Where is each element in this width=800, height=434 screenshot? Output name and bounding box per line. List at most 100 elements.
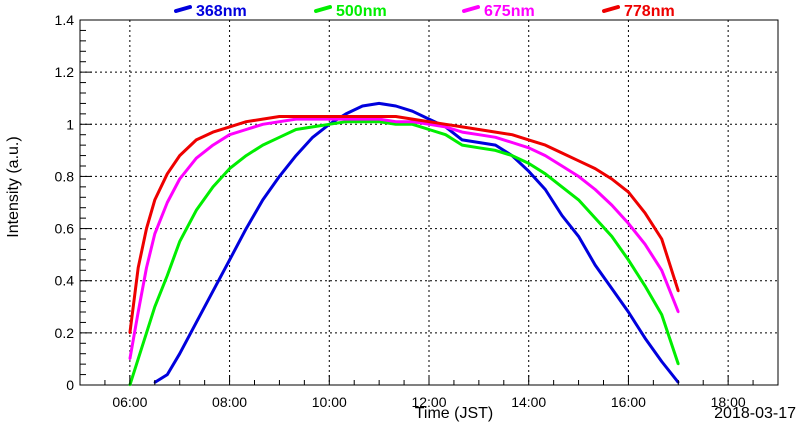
data-point (477, 133, 481, 136)
data-point (245, 120, 248, 123)
data-point (137, 357, 140, 361)
axis-ticks: 06:00 08:00 10:00 12:00 14:00 16:00 18:00 0 0.2 0… (55, 12, 779, 410)
y-tick-label: 1.4 (55, 12, 75, 28)
data-point (527, 162, 530, 165)
data-point (137, 266, 140, 269)
legend-label: 368nm (196, 3, 247, 20)
data-point (344, 112, 348, 116)
data-point (294, 128, 298, 131)
data-point (527, 170, 530, 173)
data-point (427, 128, 431, 131)
data-point (394, 120, 397, 123)
data-point (444, 125, 447, 129)
data-point (128, 331, 132, 335)
data-point (510, 133, 514, 136)
data-point (211, 185, 215, 189)
x-tick-label: 10:00 (312, 394, 347, 410)
legend-swatch (462, 5, 480, 13)
data-point (610, 177, 613, 181)
data-point (128, 357, 132, 361)
data-point (660, 237, 663, 241)
data-point (444, 123, 447, 126)
x-axis-label: Time (JST) (415, 405, 494, 422)
legend-swatch (174, 5, 192, 13)
data-point (178, 177, 181, 181)
data-point (560, 151, 564, 155)
data-point (677, 289, 680, 293)
data-point (660, 360, 663, 363)
data-point (461, 143, 464, 147)
date-label: 2018-03-17 (714, 405, 796, 422)
data-point (577, 159, 580, 162)
y-tick-label: 1 (66, 116, 74, 132)
data-point (261, 123, 264, 126)
data-point (344, 115, 348, 118)
legend-label: 500nm (336, 3, 387, 20)
data-point (594, 167, 597, 170)
data-point (560, 164, 564, 168)
legend: 368nm 500nm 675nm 778nm (174, 3, 675, 20)
x-tick-label: 14:00 (511, 394, 546, 410)
data-point (594, 188, 597, 191)
y-tick-label: 0 (66, 377, 74, 393)
data-point (195, 209, 198, 212)
data-point (377, 117, 381, 121)
data-point (344, 117, 348, 121)
y-tick-label: 0.2 (55, 325, 75, 341)
data-point (494, 136, 497, 139)
data-point (544, 172, 547, 175)
data-point (411, 117, 414, 121)
data-point (228, 133, 231, 136)
data-point (394, 115, 397, 118)
data-point (145, 266, 148, 269)
data-point (427, 120, 431, 123)
data-point (245, 154, 248, 157)
data-point (166, 373, 169, 376)
data-point (361, 120, 364, 123)
data-point (610, 203, 613, 207)
data-point (594, 263, 597, 267)
x-tick-label: 16:00 (611, 394, 646, 410)
data-point (294, 115, 298, 118)
data-point (477, 128, 481, 131)
data-point (377, 120, 381, 123)
data-point (394, 104, 397, 108)
data-point (411, 110, 414, 113)
legend-label: 675nm (484, 3, 535, 20)
data-point (166, 172, 169, 175)
data-point (643, 243, 647, 246)
data-point (178, 352, 181, 355)
y-tick-label: 1.2 (55, 64, 75, 80)
data-point (166, 201, 169, 204)
data-point (494, 130, 497, 134)
x-tick-label: 06:00 (112, 394, 147, 410)
data-point (444, 133, 447, 136)
data-point (228, 258, 231, 262)
data-point (461, 138, 464, 142)
y-tick-label: 0.6 (55, 221, 75, 237)
data-point (328, 123, 331, 126)
data-point (411, 123, 414, 126)
data-point (261, 198, 264, 202)
data-point (527, 138, 530, 142)
data-point (228, 125, 231, 129)
data-point (544, 154, 547, 157)
data-point (311, 136, 314, 139)
data-point (294, 154, 298, 157)
x-tick-label: 12:00 (411, 394, 446, 410)
data-point (394, 123, 397, 126)
grid (80, 20, 778, 385)
data-point (677, 362, 680, 366)
data-point (361, 117, 364, 121)
data-point (153, 232, 156, 235)
data-point (427, 123, 431, 126)
data-point (494, 149, 497, 152)
data-point (145, 331, 148, 335)
data-point (153, 198, 156, 202)
data-point (361, 104, 364, 108)
data-point (643, 284, 647, 288)
data-point (153, 305, 156, 308)
data-point (560, 185, 564, 189)
data-point (510, 154, 514, 157)
